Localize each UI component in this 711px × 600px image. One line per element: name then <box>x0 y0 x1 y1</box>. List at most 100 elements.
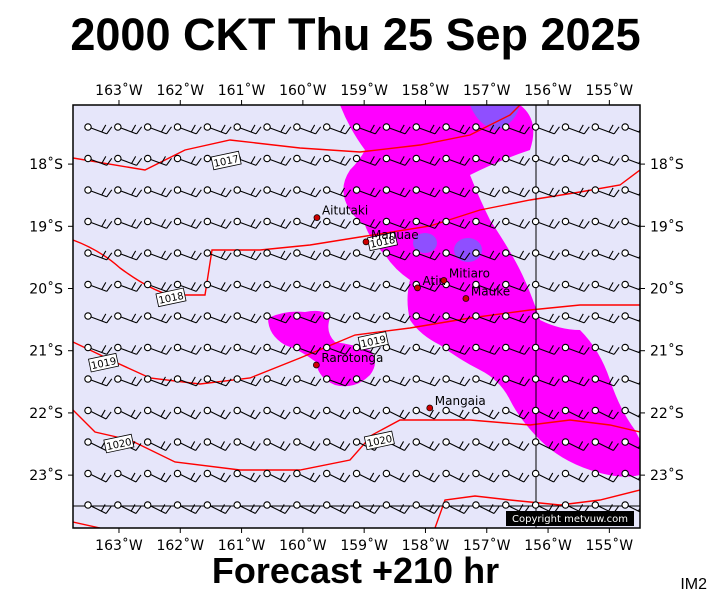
wind-barb <box>561 375 590 387</box>
wind-barb <box>143 375 172 387</box>
copyright-text: Copyright metvuw.com <box>512 514 628 525</box>
island-label: Manuae <box>371 228 419 242</box>
wind-barb <box>591 280 620 292</box>
wind-barb <box>322 343 351 355</box>
wind-barb <box>233 217 262 229</box>
island-marker <box>462 295 470 302</box>
wind-barb <box>84 280 113 292</box>
wind-barb <box>352 501 381 514</box>
wind-barb <box>263 280 292 292</box>
wind-barb <box>203 438 231 451</box>
wind-barb <box>591 186 620 198</box>
wind-barb <box>322 217 351 229</box>
wind-barb <box>322 280 351 292</box>
wind-barb <box>531 280 560 292</box>
wind-barb <box>591 154 620 166</box>
wind-barb <box>84 217 113 229</box>
wind-barb <box>531 217 560 229</box>
wind-barb <box>591 343 620 355</box>
wind-barb <box>621 312 640 322</box>
wind-barb <box>203 186 232 198</box>
wind-barb <box>322 501 351 514</box>
map-title: 2000 CKT Thu 25 Sep 2025 <box>70 9 641 60</box>
lon-label-bottom: 158˚W <box>402 537 450 554</box>
wind-barb <box>621 186 640 196</box>
wind-barb <box>263 406 291 420</box>
island-label: Mitiaro <box>449 266 490 280</box>
wind-barb <box>84 154 113 166</box>
wind-barb <box>233 312 262 324</box>
wind-barb <box>322 123 351 135</box>
wind-barb <box>531 469 560 483</box>
wind-barb <box>114 312 143 324</box>
wind-barb <box>442 186 471 198</box>
map-frame <box>72 104 641 529</box>
wind-barb <box>143 186 172 198</box>
wind-barb <box>412 469 440 483</box>
wind-barb <box>233 123 262 135</box>
wind-barb <box>293 501 321 514</box>
wind-barb <box>173 154 202 166</box>
wind-barb <box>203 249 232 261</box>
wind-barb <box>531 501 560 514</box>
wind-barb <box>531 249 560 261</box>
wind-barb <box>114 406 142 420</box>
wind-barb <box>233 343 262 355</box>
island-label: Aitutaki <box>322 204 368 218</box>
wind-barb <box>561 312 590 324</box>
wind-barb <box>352 123 381 135</box>
wind-barb <box>263 312 292 324</box>
isobar-lines <box>73 105 640 528</box>
wind-barb <box>114 343 143 355</box>
wind-barb <box>382 375 411 387</box>
wind-barb <box>293 249 322 261</box>
wind-barb <box>293 154 322 166</box>
lat-label-right: 21˚S <box>650 343 684 360</box>
wind-barb <box>203 375 232 387</box>
isobar-labels: 1017 1018 1018 1019 1019 1020 1020 <box>88 150 398 454</box>
image-code: IM2 <box>680 576 707 593</box>
wind-barb <box>472 312 501 324</box>
copyright-box <box>506 511 634 526</box>
wind-barb <box>173 312 202 324</box>
wind-barb <box>472 186 501 198</box>
wind-barb <box>621 217 640 228</box>
wind-barb <box>502 154 531 166</box>
lon-label-bottom: 160˚W <box>279 537 327 554</box>
wind-barb <box>561 406 590 420</box>
wind-barb <box>531 406 560 420</box>
wind-barb <box>293 469 321 483</box>
wind-barb <box>621 501 640 513</box>
wind-barb <box>502 312 531 324</box>
wind-barb <box>203 343 232 355</box>
forecast-label: Forecast +210 hr <box>211 550 500 591</box>
wind-barb <box>263 375 292 387</box>
wind-barb <box>263 501 291 514</box>
wind-barb <box>442 249 471 261</box>
wind-barb <box>203 469 231 483</box>
wind-barb <box>263 438 291 451</box>
wind-barb <box>442 501 470 514</box>
lat-label-left: 21˚S <box>29 343 63 360</box>
wind-barb <box>352 186 381 198</box>
lon-label-top: 155˚W <box>586 82 634 99</box>
island-marker <box>313 214 321 221</box>
wind-barb <box>412 312 441 324</box>
wind-barb <box>173 438 202 451</box>
wind-barb <box>322 469 351 483</box>
wind-barb <box>84 501 112 514</box>
wind-barb <box>442 438 470 451</box>
wind-barb <box>352 312 381 324</box>
isobar-label: 1018 <box>366 231 398 252</box>
wind-barb <box>114 249 143 261</box>
wind-barb <box>442 343 471 355</box>
wind-barb <box>233 280 262 292</box>
wind-barb <box>352 406 381 420</box>
wind-barb <box>293 123 322 135</box>
wind-barb <box>263 154 292 166</box>
lon-label-top: 162˚W <box>156 82 204 99</box>
wind-barb <box>263 249 292 261</box>
wind-barb <box>591 375 620 387</box>
svg-text:1018: 1018 <box>369 235 396 251</box>
